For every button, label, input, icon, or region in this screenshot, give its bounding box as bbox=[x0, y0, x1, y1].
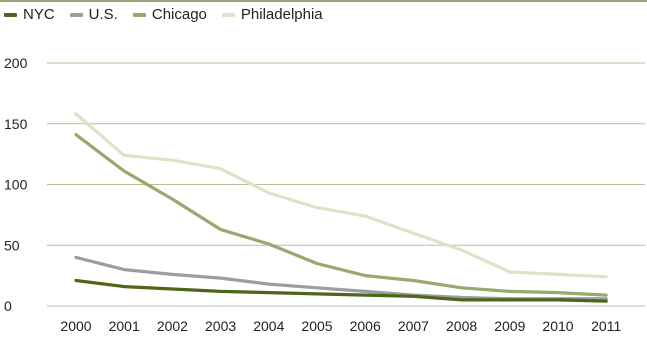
legend-entry-philadelphia: Philadelphia bbox=[221, 6, 323, 23]
legend-entry-nyc: NYC bbox=[4, 6, 55, 23]
x-tick-label-2001: 2001 bbox=[109, 318, 140, 334]
legend-swatch-nyc bbox=[4, 12, 17, 17]
x-tick-label-2002: 2002 bbox=[157, 318, 188, 334]
legend-entry-us: U.S. bbox=[69, 6, 118, 23]
legend-label-philadelphia: Philadelphia bbox=[240, 6, 323, 23]
x-tick-label-2000: 2000 bbox=[60, 318, 91, 334]
x-tick-label-2011: 2011 bbox=[591, 318, 621, 334]
top-rule bbox=[0, 0, 647, 2]
legend-label-chicago: Chicago bbox=[151, 6, 207, 23]
x-tick-label-2008: 2008 bbox=[446, 318, 477, 334]
legend-label-us: U.S. bbox=[88, 6, 118, 23]
x-tick-label-2009: 2009 bbox=[494, 318, 525, 334]
legend-swatch-philadelphia bbox=[221, 12, 235, 17]
y-tick-label-100: 100 bbox=[4, 177, 28, 193]
x-tick-label-2010: 2010 bbox=[542, 318, 573, 334]
x-tick-label-2003: 2003 bbox=[205, 318, 236, 334]
x-tick-label-2004: 2004 bbox=[253, 318, 284, 334]
legend-swatch-us bbox=[69, 12, 83, 17]
series-line-nyc bbox=[74, 278, 608, 303]
x-tick-label-2007: 2007 bbox=[398, 318, 429, 334]
legend-label-nyc: NYC bbox=[23, 6, 55, 23]
legend-swatch-chicago bbox=[132, 12, 146, 17]
y-tick-label-200: 200 bbox=[4, 55, 28, 71]
series-line-chicago bbox=[74, 133, 608, 297]
series-line-philadelphia bbox=[74, 112, 608, 279]
x-tick-label-2006: 2006 bbox=[350, 318, 381, 334]
legend: NYC U.S. Chicago Philadelphia bbox=[4, 6, 323, 23]
y-tick-label-50: 50 bbox=[4, 237, 20, 253]
y-tick-label-0: 0 bbox=[4, 298, 12, 314]
y-tick-label-150: 150 bbox=[4, 116, 28, 132]
x-tick-label-2005: 2005 bbox=[301, 318, 332, 334]
legend-entry-chicago: Chicago bbox=[132, 6, 207, 23]
